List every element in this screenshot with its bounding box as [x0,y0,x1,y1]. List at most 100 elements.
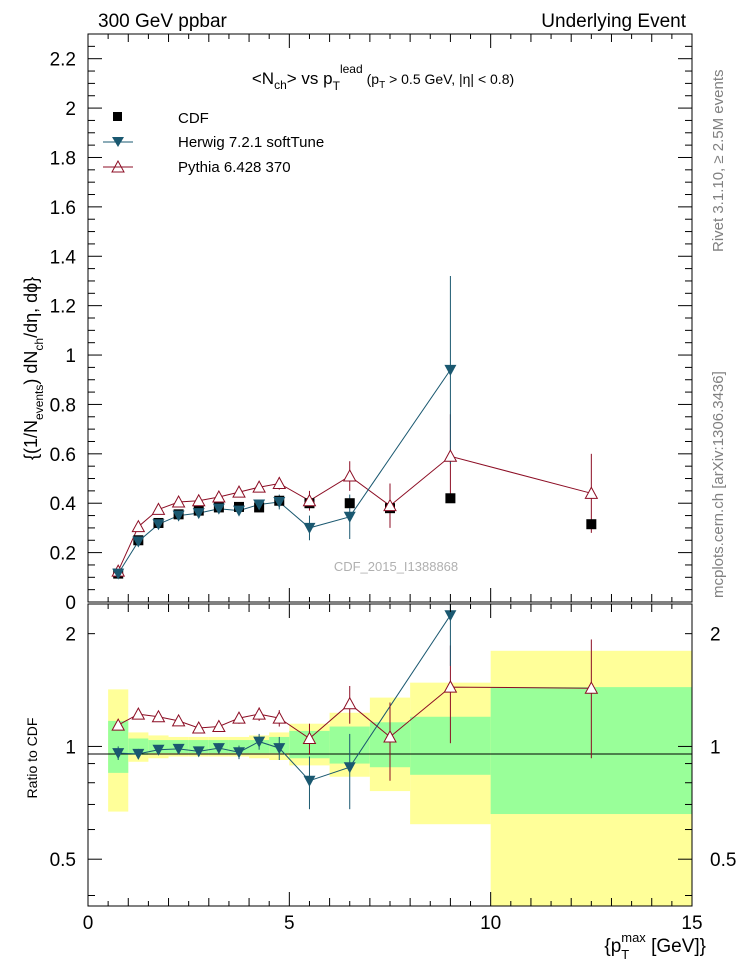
main-plot: <Nch> vs pTlead(pT > 0.5 GeV, |η| < 0.8)… [21,33,693,614]
herwig-point [303,522,316,534]
y-tick-label: 1.6 [50,198,76,219]
y-tick-label: 2 [65,99,76,120]
y-tick-label: 0.2 [50,544,76,565]
x-tick-label: 0 [83,913,94,934]
pythia-point [171,713,186,727]
herwig-point [444,610,457,622]
pythia-point [151,502,166,515]
ratio-axes: 0 5 10 15 0.5 0.5 1 1 2 2 [50,603,736,934]
pythia-point [584,681,599,694]
legend-label-cdf: CDF [178,110,209,127]
series-line [118,614,451,782]
main-axes: 0 0.2 0.4 0.6 0.8 1 1.2 1.4 1.6 1.8 2 2.2 [50,33,693,614]
x-axis-label: {pTmax [GeV]} [604,930,706,962]
pythia-point [191,720,206,734]
y-tick-label-right: 1 [710,737,721,758]
pythia-point [383,498,397,512]
header-left: 300 GeV ppbar [98,11,228,32]
herwig-point [112,568,125,580]
herwig-point [253,499,266,511]
pythia-point [272,711,287,724]
y-tick-label: 2 [65,625,76,646]
pythia-point [131,519,146,533]
y-tick-label-right: 2 [710,625,721,646]
cdf-point [586,519,597,530]
pythia-point [212,719,226,733]
header-right: Underlying Event [541,11,686,32]
herwig-point [233,505,245,517]
herwig-point [343,511,356,523]
herwig-point [112,748,125,760]
pythia-point [131,707,146,720]
y-tick-label: 2.2 [50,50,76,71]
herwig-point [132,536,145,548]
pythia-point [252,480,266,493]
y-tick-label: 1.2 [50,297,76,318]
herwig-point [303,775,316,787]
pythia-point [151,709,166,723]
herwig-point [212,743,225,755]
ratio-y-axis-label: Ratio to CDF [24,718,40,799]
pythia-point [232,485,246,498]
x-tick-label: 15 [681,913,702,934]
pythia-point [272,476,287,489]
y-tick-label: 0 [65,593,76,614]
pythia-point [383,729,397,743]
y-tick-label: 0.5 [50,850,76,871]
band-inner [128,738,149,755]
legend-label-herwig: Herwig 7.2.1 softTune [178,134,324,151]
y-tick-label: 1 [65,737,76,758]
cdf-point [445,493,456,504]
series-line [117,369,451,574]
herwig-point [444,364,457,376]
legend-marker-cdf [113,112,122,121]
pythia-point [111,718,126,731]
pythia-point [584,486,599,499]
side-label-upper: Rivet 3.1.10, ≥ 2.5M events [710,70,727,253]
herwig-point [192,508,205,520]
legend-label-pythia: Pythia 6.428 370 [178,159,291,176]
herwig-point [172,510,185,522]
herwig-point [212,503,225,515]
x-tick-label: 10 [480,913,501,934]
y-tick-label: 1 [65,346,76,367]
y-tick-label-right: 0.5 [710,850,736,871]
legend-marker-herwig [112,137,124,147]
pythia-point [443,449,458,462]
legend-marker-pythia [111,159,125,173]
herwig-point [343,762,356,774]
y-tick-label: 0.8 [50,395,76,416]
series-line [117,455,592,572]
ratio-bands [108,650,692,906]
herwig-point [273,496,286,508]
pythia-point [443,680,458,693]
main-title: <Nch> vs pTlead(pT > 0.5 GeV, |η| < 0.8) [252,62,514,93]
analysis-watermark: CDF_2015_I1388868 [334,559,458,574]
ratio-marks [111,604,599,810]
pythia-point [232,711,246,724]
pythia-point [342,696,357,710]
ratio-plot: Ratio to CDF 0 5 10 15 0.5 0.5 1 1 2 2 {pTmax [Ge… [24,603,736,962]
main-marks [111,276,599,580]
herwig-point [192,746,205,758]
y-tick-label: 1.4 [50,247,77,268]
legend: CDF Herwig 7.2.1 softTune Pythia 6.428 3… [103,110,324,176]
pythia-point [171,494,186,508]
pythia-point [302,493,317,507]
herwig-point [233,747,245,759]
cdf-point [344,498,355,509]
main-y-axis-label: {(1/Nevents) dNch/dη, dϕ} [21,277,46,460]
herwig-point [273,743,286,755]
y-tick-label: 1.8 [50,148,76,169]
herwig-point [152,519,165,531]
pythia-point [252,707,266,720]
side-label-lower: mcplots.cern.ch [arXiv:1306.3436] [710,371,727,598]
pythia-point [212,489,226,503]
herwig-point [132,748,145,760]
herwig-point [152,744,165,756]
pythia-point [302,731,317,744]
pythia-point [342,469,357,482]
herwig-point [253,736,266,748]
pythia-point [191,493,206,507]
